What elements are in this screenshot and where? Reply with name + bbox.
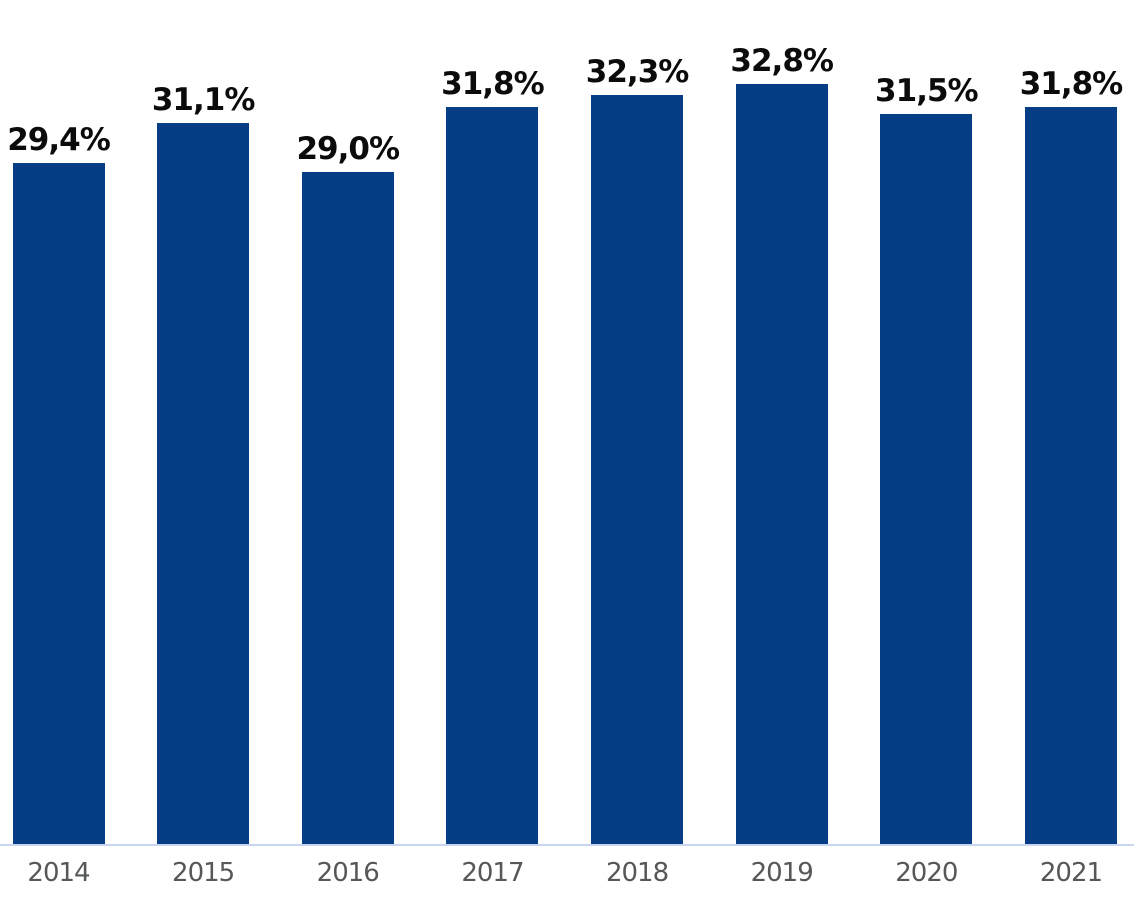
bar-value-label: 31,5% (875, 72, 979, 109)
bar-2017 (446, 106, 539, 844)
bar-value-label: 29,4% (7, 121, 111, 158)
bar-value-label: 31,1% (151, 82, 256, 119)
bar-2016 (301, 171, 394, 844)
bar-2020 (880, 113, 973, 844)
bar-value-label: 32,3% (585, 54, 690, 91)
bar-2014 (12, 162, 105, 844)
bar-value-label: 31,8% (1019, 65, 1124, 102)
bar-value-label: 29,0% (296, 130, 400, 167)
x-tick-label: 2014 (27, 858, 90, 888)
x-tick-label: 2021 (1039, 858, 1103, 888)
bar-value-label: 31,8% (441, 65, 545, 102)
x-tick-label: 2017 (461, 858, 524, 888)
x-tick-label: 2019 (750, 858, 814, 888)
x-axis-labels: 2014 2015 2016 2017 2018 2019 2020 2021 (0, 846, 1134, 906)
bar-2018 (591, 95, 684, 844)
x-axis-line (0, 844, 1134, 846)
bar-2015 (157, 123, 250, 844)
x-tick-label: 2020 (895, 858, 958, 888)
bar-value-label: 32,8% (730, 42, 834, 79)
x-tick-label: 2018 (605, 858, 669, 888)
plot-area: 29,4% 31,1% 29,0% 31,8% 32,3% 32,8% 31,5% 31,8% (0, 42, 1134, 846)
x-tick-label: 2016 (316, 858, 380, 888)
bar-2019 (735, 83, 828, 844)
x-tick-label: 2015 (172, 858, 235, 888)
bar-2021 (1024, 106, 1117, 844)
